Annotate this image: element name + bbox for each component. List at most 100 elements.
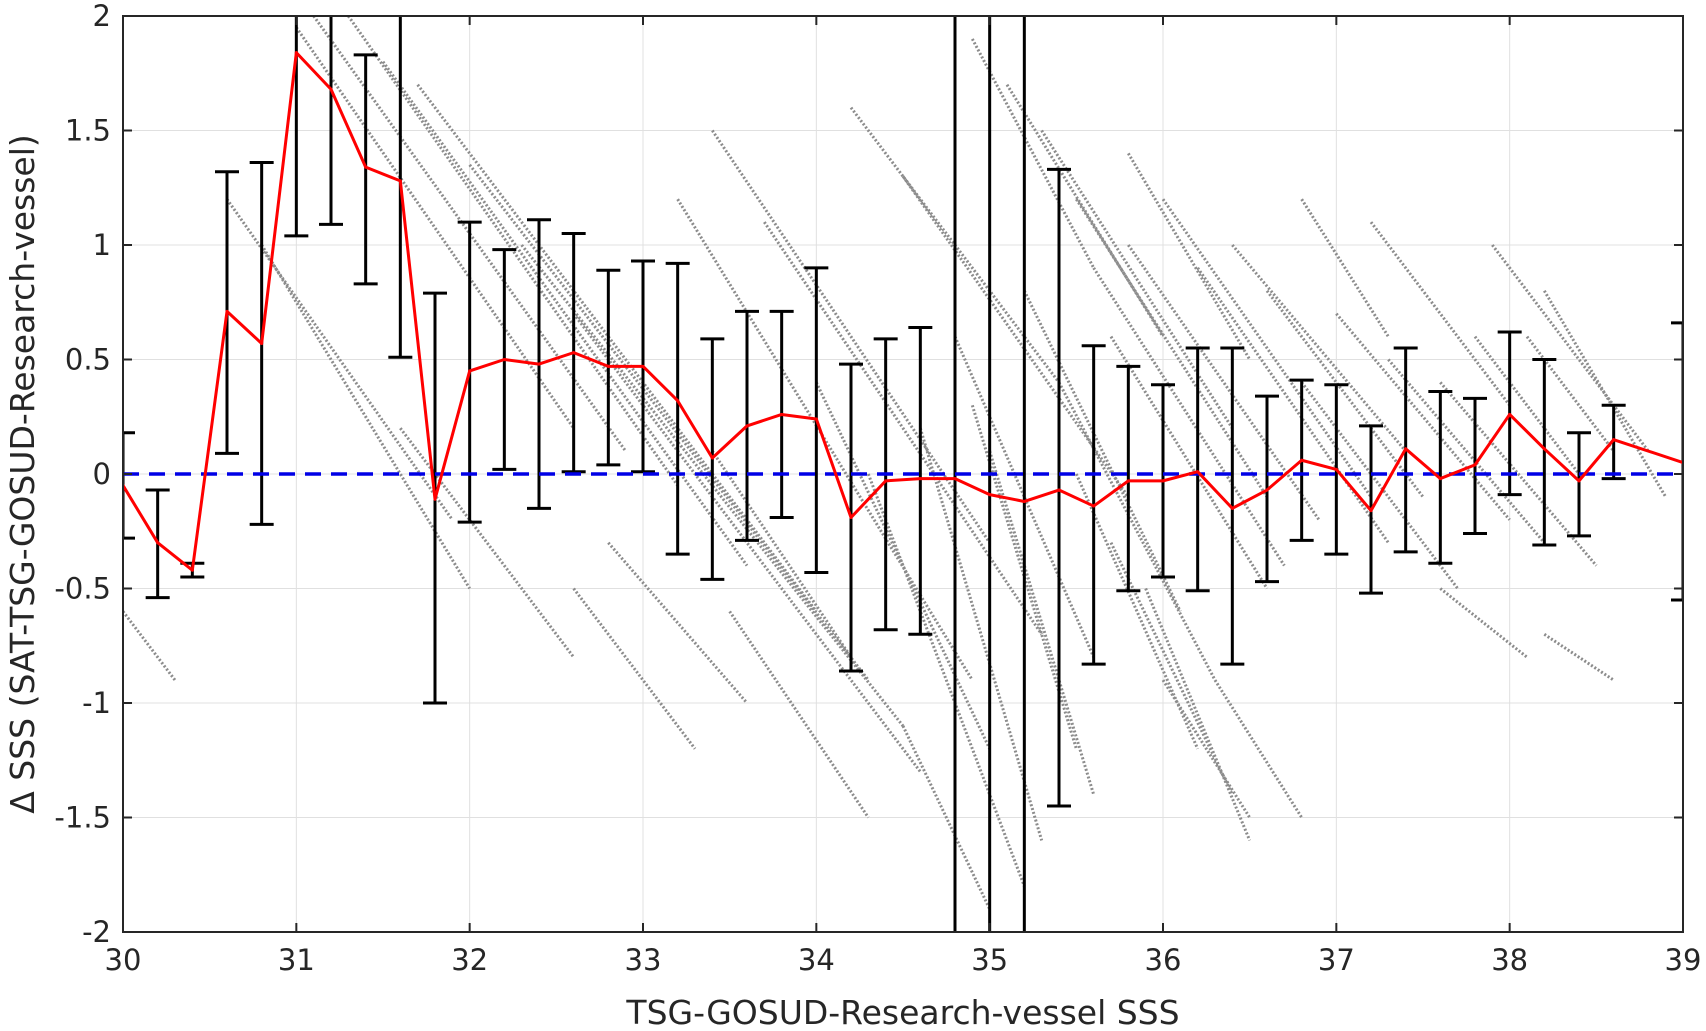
mean-point (502, 358, 506, 361)
scatter-streak (381, 60, 749, 567)
mean-point (1473, 463, 1477, 467)
mean-point (1577, 479, 1581, 483)
mean-point (225, 309, 229, 313)
scatter-streak (1040, 129, 1234, 430)
y-tick-label: 0 (93, 457, 111, 491)
y-tick-label: 1 (93, 228, 111, 262)
mean-point (1092, 504, 1096, 508)
scatter-streak (1231, 244, 1407, 453)
x-tick-label: 35 (971, 943, 1008, 977)
scatter-streak (260, 244, 471, 590)
scatter-streak (1005, 83, 1165, 338)
scatter-streak (728, 610, 870, 819)
mean-point (884, 479, 888, 483)
mean-line (123, 51, 1683, 572)
x-tick-label: 34 (798, 943, 835, 977)
mean-point (1542, 447, 1546, 451)
mean-point (260, 341, 264, 345)
scatter-streak (1300, 381, 1459, 590)
mean-point (1612, 438, 1616, 442)
scatter-streak (1473, 335, 1581, 475)
y-tick-label: 1.5 (65, 114, 111, 148)
scatter-streak (763, 221, 1043, 636)
scatter-streak (1161, 679, 1251, 819)
mean-point (1265, 488, 1269, 492)
mean-point (780, 412, 784, 416)
scatter-streak (468, 163, 870, 682)
mean-point (1057, 488, 1061, 492)
mean-point (953, 477, 957, 481)
mean-point (1508, 412, 1512, 416)
scatter-streak (814, 381, 992, 750)
scatter-streak (866, 473, 1026, 887)
scatter-streak (971, 38, 1095, 269)
scatter-streak (295, 26, 575, 430)
mean-point (1404, 447, 1408, 451)
scatter-streak (901, 725, 992, 910)
mean-point (641, 364, 645, 368)
scatter-streak (1300, 198, 1390, 338)
scatter-streak (1543, 633, 1615, 682)
scatter-streak (1213, 679, 1303, 819)
mean-point (1300, 458, 1304, 462)
scatter-streak (711, 450, 853, 659)
mean-point (1369, 509, 1373, 513)
scatter-streak (1387, 358, 1546, 544)
mean-point (710, 456, 714, 460)
scatter-streak (1092, 267, 1286, 567)
mean-point (1230, 506, 1234, 510)
x-tick-label: 33 (625, 943, 662, 977)
scatter-streak (1109, 335, 1269, 590)
scatter-streak (1491, 244, 1650, 453)
scatter-streak (1057, 381, 1217, 681)
y-tick-label: -0.5 (54, 572, 111, 606)
mean-point (329, 87, 333, 91)
scatter-streak (1075, 198, 1269, 498)
scatter-streak (607, 541, 749, 704)
scatter-streak (901, 175, 1130, 498)
x-tick-label: 36 (1145, 943, 1182, 977)
scatter-streak (1439, 587, 1528, 659)
scatter-streak (1022, 290, 1182, 613)
mean-point (398, 179, 402, 183)
y-tick-label: 0.5 (65, 343, 111, 377)
mean-point (1126, 479, 1130, 483)
scatter-streak (711, 129, 991, 544)
scatter-streak (1144, 587, 1252, 841)
y-tick-label: -1.5 (54, 801, 111, 835)
scatter-streak (1161, 198, 1373, 498)
scatter-streak (347, 16, 679, 487)
x-tick-label: 38 (1491, 943, 1528, 977)
mean-point (190, 568, 194, 572)
scatter-streak (1335, 312, 1511, 521)
scatter-streak (572, 587, 697, 750)
mean-point (433, 497, 437, 501)
mean-point (1196, 470, 1200, 474)
mean-point (988, 493, 992, 497)
mean-point (572, 351, 576, 355)
mean-point (468, 369, 472, 373)
mean-point (676, 399, 680, 403)
mean-point (537, 362, 541, 366)
mean-point (294, 51, 298, 55)
mean-point (814, 417, 818, 421)
mean-point (364, 165, 368, 169)
axis-ticks: 30 31 32 33 34 35 36 37 38 39 2 1.5 1 0.5 0 -0.5 -1 -1.5 -… (54, 0, 1701, 977)
mean-point (1022, 499, 1026, 503)
mean-point (606, 364, 610, 368)
mean-point (1161, 479, 1165, 483)
x-tick-label: 32 (451, 943, 488, 977)
y-tick-label: -2 (82, 915, 111, 949)
y-tick-label: -1 (82, 686, 111, 720)
mean-point (849, 516, 853, 520)
mean-point (745, 424, 749, 428)
x-tick-label: 30 (105, 943, 142, 977)
y-tick-label: 2 (93, 0, 111, 33)
mean-point (1334, 467, 1338, 471)
x-tick-label: 31 (278, 943, 315, 977)
scatter-streak (1265, 289, 1425, 498)
mean-point (1438, 477, 1442, 481)
x-axis-title: TSG-GOSUD-Research-vessel SSS (625, 993, 1179, 1031)
x-tick-label: 37 (1318, 943, 1355, 977)
